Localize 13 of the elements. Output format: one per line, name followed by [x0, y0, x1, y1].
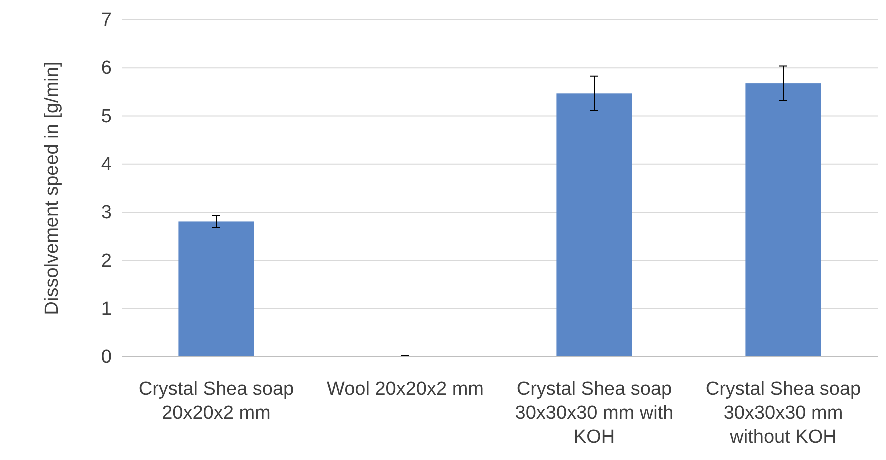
x-tick-label: Wool 20x20x2 mm [327, 379, 484, 400]
y-tick-label: 6 [101, 58, 112, 80]
y-tick-label: 2 [101, 250, 112, 272]
x-tick-label: Crystal Shea soap 20x20x2 mm [138, 379, 294, 424]
y-axis-title: Dissolvement speed in [g/min] [42, 62, 63, 316]
y-tick-label: 1 [101, 298, 112, 320]
y-tick-label: 5 [101, 106, 112, 128]
y-tick-label: 3 [101, 202, 112, 224]
x-tick-label: Crystal Shea soap 30x30x30 mm with KOH [515, 379, 674, 448]
x-tick-label: Crystal Shea soap 30x30x30 mm without KOH [706, 379, 862, 448]
y-tick-label: 4 [101, 154, 112, 176]
y-tick-label: 0 [101, 347, 112, 368]
y-tick-label: 7 [101, 10, 112, 32]
